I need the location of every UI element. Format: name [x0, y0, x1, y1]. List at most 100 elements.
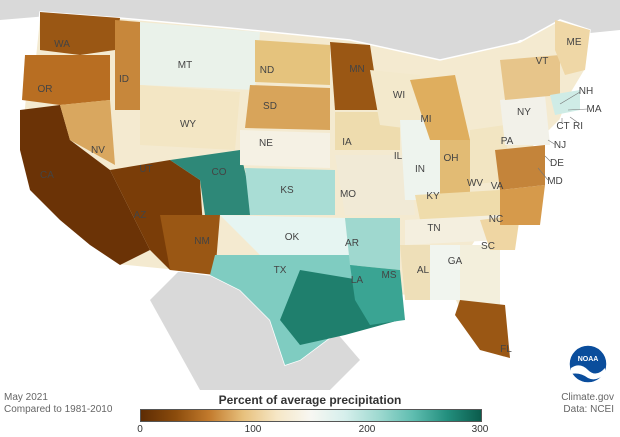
region-mississippi: [400, 245, 430, 300]
footer-data-source: Data: NCEI: [563, 404, 614, 415]
state-label-wv: WV: [467, 178, 483, 189]
region-wisconsin: [370, 70, 420, 130]
state-label-in: IN: [415, 164, 425, 175]
state-label-mn: MN: [349, 64, 365, 75]
region-oregon: [22, 55, 110, 105]
region-south-dakota: [245, 85, 330, 130]
state-label-nv: NV: [91, 145, 105, 156]
footer-date-block: May 2021 Compared to 1981-2010: [4, 392, 112, 416]
legend-tick-300: 300: [471, 424, 489, 435]
state-label-nm: NM: [194, 236, 210, 247]
region-new-york: [500, 55, 560, 100]
state-label-wa: WA: [54, 39, 70, 50]
state-label-mt: MT: [178, 60, 192, 71]
state-label-id: ID: [119, 74, 129, 85]
footer-credit-block: Climate.gov Data: NCEI: [561, 392, 614, 416]
state-label-de: DE: [550, 158, 564, 169]
state-label-co: CO: [212, 167, 227, 178]
state-label-tn: TN: [427, 223, 440, 234]
region-oklahoma: [220, 215, 350, 255]
legend-tick-100: 100: [244, 424, 262, 435]
state-label-nh: NH: [579, 86, 593, 97]
footer-comparison: Compared to 1981-2010: [4, 404, 113, 415]
state-label-al: AL: [417, 265, 430, 276]
state-label-sd: SD: [263, 101, 277, 112]
state-label-ut: UT: [139, 164, 152, 175]
state-label-ma: MA: [587, 104, 602, 115]
noaa-logo-text: NOAA: [578, 356, 599, 363]
state-label-fl: FL: [500, 344, 512, 355]
state-label-nj: NJ: [554, 140, 566, 151]
state-label-wy: WY: [180, 119, 196, 130]
state-label-la: LA: [351, 275, 364, 286]
region-montana: [140, 22, 260, 90]
region-minnesota: [330, 42, 380, 110]
state-label-mi: MI: [420, 114, 431, 125]
footer-credit: Climate.gov: [561, 392, 614, 403]
state-label-wi: WI: [393, 90, 405, 101]
canada-landmass: [0, 0, 620, 70]
state-label-ok: OK: [285, 232, 300, 243]
region-wyoming: [140, 85, 240, 150]
region-new-england: [555, 20, 590, 75]
state-label-or: OR: [38, 84, 53, 95]
state-label-ne: NE: [259, 138, 273, 149]
state-label-nd: ND: [260, 65, 274, 76]
region-north-carolina: [500, 185, 545, 225]
region-colorado: [170, 150, 255, 215]
region-alabama: [430, 245, 460, 300]
region-virginia-wv: [495, 145, 545, 190]
region-indiana: [440, 140, 470, 195]
region-michigan: [410, 75, 470, 140]
state-label-ca: CA: [40, 170, 54, 181]
region-arkansas: [345, 218, 400, 270]
region-kansas: [245, 168, 335, 215]
noaa-logo-wave: [571, 365, 605, 380]
region-nevada: [60, 100, 115, 165]
state-label-ar: AR: [345, 238, 359, 249]
region-missouri: [335, 155, 415, 215]
state-label-mo: MO: [340, 189, 356, 200]
region-kentucky: [415, 190, 500, 220]
state-label-vt: VT: [536, 56, 549, 67]
state-label-ks: KS: [280, 185, 294, 196]
state-label-ky: KY: [426, 191, 440, 202]
noaa-logo: NOAA: [568, 344, 608, 384]
legend-title: Percent of average precipitation: [218, 393, 402, 407]
state-label-sc: SC: [481, 241, 495, 252]
state-label-ny: NY: [517, 107, 531, 118]
region-tennessee: [405, 215, 500, 245]
region-california: [20, 105, 150, 265]
region-nebraska: [240, 130, 330, 168]
state-label-ia: IA: [342, 137, 352, 148]
region-washington: [40, 12, 120, 55]
legend-tick-200: 200: [358, 424, 376, 435]
region-georgia: [460, 245, 500, 305]
footer-date: May 2021: [4, 392, 48, 403]
state-label-ga: GA: [448, 256, 463, 267]
state-label-md: MD: [547, 176, 563, 187]
region-north-dakota: [255, 40, 330, 85]
state-label-pa: PA: [501, 136, 514, 147]
region-florida: [455, 300, 510, 358]
region-new-mexico: [160, 215, 220, 275]
state-label-il: IL: [394, 151, 403, 162]
state-label-nc: NC: [489, 214, 503, 225]
region-louisiana: [350, 265, 405, 325]
legend-tick-0: 0: [137, 424, 143, 435]
region-pennsylvania: [500, 95, 550, 145]
state-label-ms: MS: [382, 270, 397, 281]
state-label-me: ME: [567, 37, 582, 48]
state-labels: WA OR CA ID NV MT WY UT AZ CO NM ND SD N…: [38, 37, 602, 355]
legend-color-bar: [140, 409, 482, 422]
state-label-tx: TX: [274, 265, 287, 276]
state-label-ri: RI: [573, 121, 583, 132]
state-label-va: VA: [491, 181, 504, 192]
region-idaho: [115, 20, 140, 110]
state-label-oh: OH: [444, 153, 459, 164]
state-label-az: AZ: [134, 210, 147, 221]
state-label-ct: CT: [556, 121, 569, 132]
label-leader-lines: [537, 91, 589, 181]
